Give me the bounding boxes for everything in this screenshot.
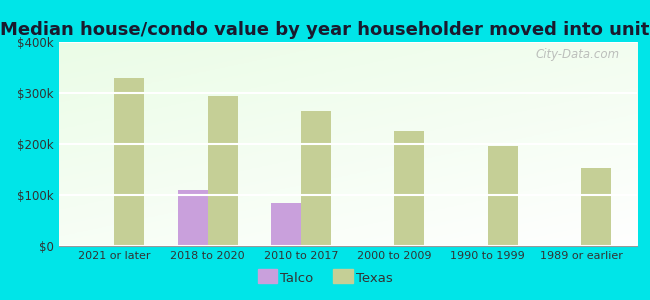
Text: City-Data.com: City-Data.com <box>536 48 619 61</box>
Bar <box>301 111 331 246</box>
Legend: Talco, Texas: Talco, Texas <box>252 267 398 290</box>
Bar <box>271 202 301 246</box>
Bar <box>208 95 238 246</box>
Bar <box>488 146 517 246</box>
Text: Median house/condo value by year householder moved into unit: Median house/condo value by year househo… <box>0 21 650 39</box>
Bar <box>395 131 424 246</box>
Bar <box>114 78 144 246</box>
Bar <box>178 190 208 246</box>
Bar <box>581 169 611 246</box>
